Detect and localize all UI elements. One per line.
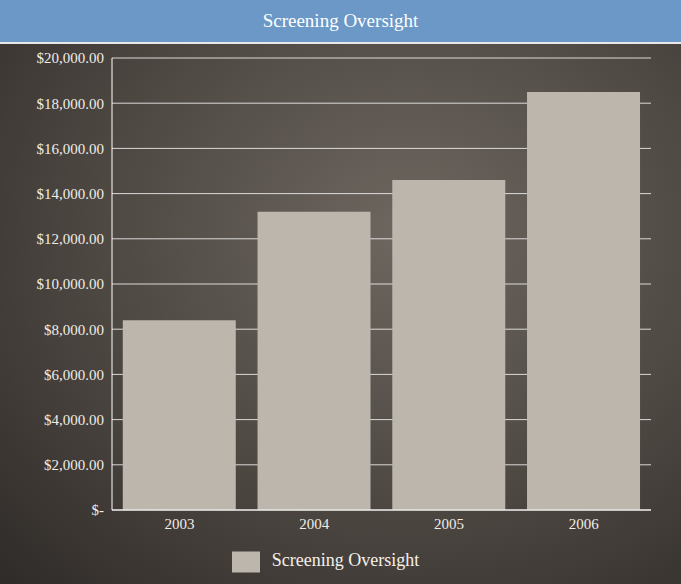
svg-text:$16,000.00: $16,000.00 [37, 141, 105, 157]
svg-text:$8,000.00: $8,000.00 [44, 322, 104, 338]
svg-text:$18,000.00: $18,000.00 [37, 96, 105, 112]
svg-text:2004: 2004 [299, 516, 330, 532]
svg-text:$14,000.00: $14,000.00 [37, 186, 105, 202]
svg-text:$-: $- [92, 502, 105, 518]
svg-text:$6,000.00: $6,000.00 [44, 367, 104, 383]
svg-text:$2,000.00: $2,000.00 [44, 457, 104, 473]
html-text:Screening Oversight: Screening Oversight [262, 10, 419, 31]
html-text:Screening Oversight: Screening Oversight [271, 550, 420, 571]
svg-text:$20,000.00: $20,000.00 [37, 50, 105, 66]
svg-text:$10,000.00: $10,000.00 [37, 276, 105, 292]
svg-text:$12,000.00: $12,000.00 [37, 231, 105, 247]
svg-text:2003: 2003 [164, 516, 194, 532]
svg-text:$4,000.00: $4,000.00 [44, 412, 104, 428]
svg-text:2005: 2005 [434, 516, 464, 532]
svg-text:2006: 2006 [569, 516, 600, 532]
